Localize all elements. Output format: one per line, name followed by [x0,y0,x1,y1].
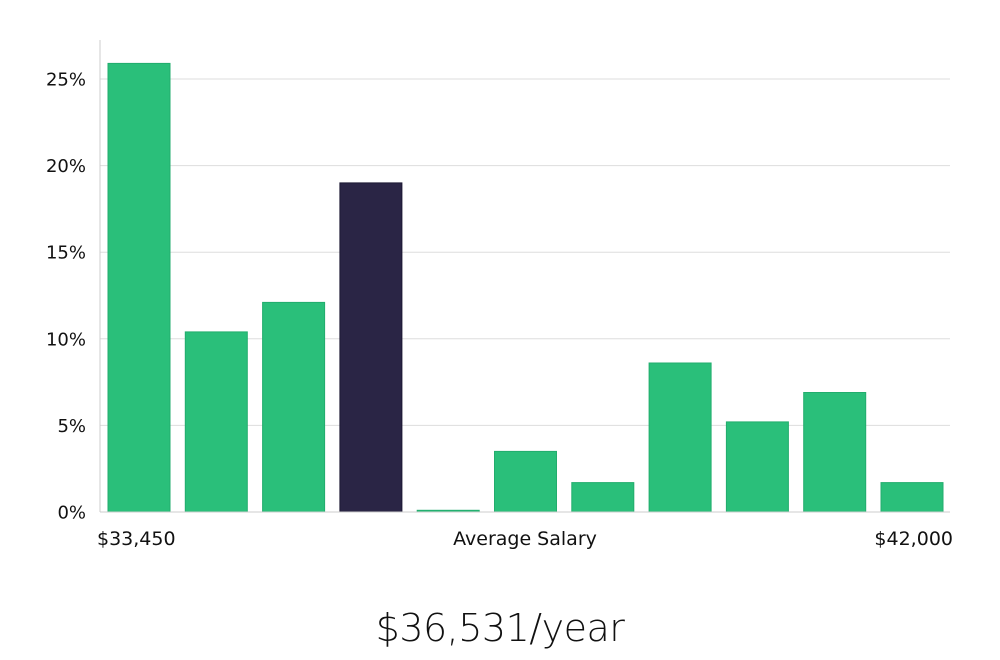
y-axis-ticks: 0% 5% 10% 15% 20% 25% [46,70,86,524]
y-tick-label: 25% [46,70,86,91]
average-salary-value: $36,531/year [375,606,625,650]
x-axis-max-label: $42,000 [874,528,953,550]
bar [725,421,789,513]
y-tick-label: 20% [46,156,86,177]
y-tick-label: 10% [46,329,86,350]
bar [107,62,171,513]
bar [648,362,712,513]
bar [571,482,635,513]
bar [184,331,248,513]
bar [262,301,326,513]
x-axis-min-label: $33,450 [97,528,176,550]
y-tick-label: 5% [57,416,86,437]
y-tick-label: 15% [46,243,86,264]
bar-highlighted [339,182,403,513]
bar [880,482,944,513]
y-tick-label: 0% [57,503,86,524]
bar [494,450,557,513]
bar [803,392,867,513]
bars [107,62,944,513]
x-axis-title: Average Salary [453,528,597,550]
